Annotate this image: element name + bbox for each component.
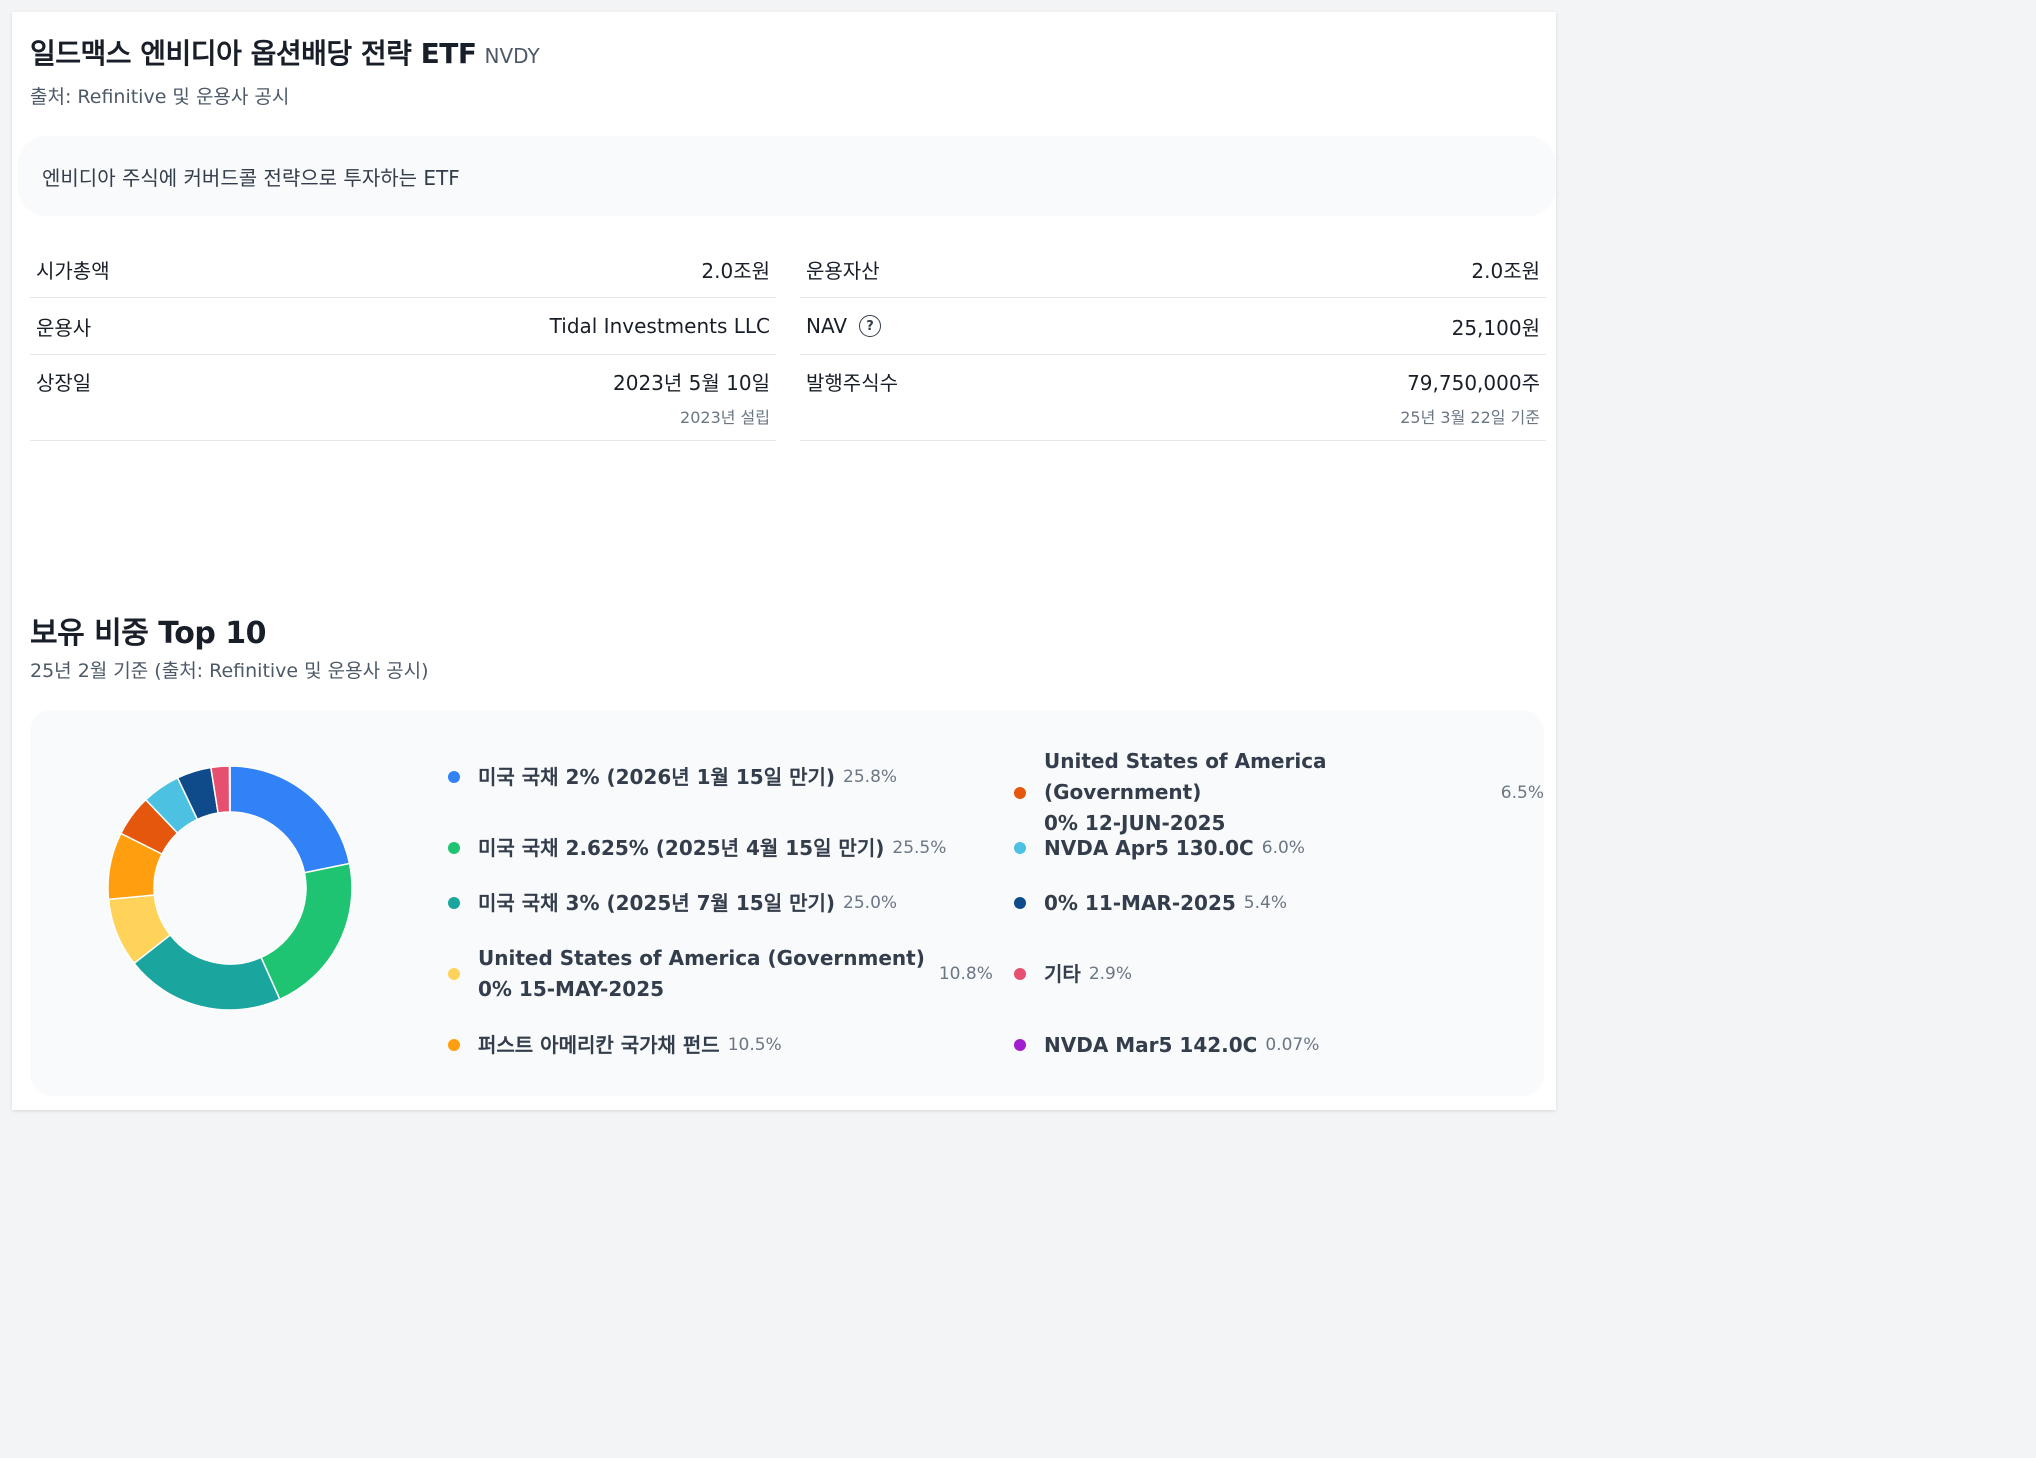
legend-color-dot	[1014, 1039, 1026, 1051]
market-cap-value: 2.0조원	[701, 259, 770, 283]
founding-year: 2023년 설립	[680, 408, 770, 427]
legend-percent: 25.0%	[843, 893, 898, 913]
legend-color-dot	[448, 771, 460, 783]
legend-color-dot	[448, 1039, 460, 1051]
donut-slice[interactable]	[260, 862, 352, 1001]
shares-value: 79,750,000주	[1407, 371, 1540, 395]
info-row-manager: 운용사 Tidal Investments LLC	[30, 298, 776, 355]
donut-slice[interactable]	[229, 766, 351, 874]
etf-title: 일드맥스 엔비디아 옵션배당 전략 ETF	[30, 37, 477, 70]
listing-label: 상장일	[36, 371, 92, 395]
legend-item[interactable]: 미국 국채 3% (2025년 7월 15일 만기) 25.0%	[448, 888, 897, 919]
legend-item[interactable]: 퍼스트 아메리칸 국가채 펀드 10.5%	[448, 1030, 782, 1061]
legend-name-line: 미국 국채 2% (2026년 1월 15일 만기)	[478, 764, 836, 789]
aum-value: 2.0조원	[1471, 259, 1540, 283]
legend-name: 미국 국채 2% (2026년 1월 15일 만기)	[478, 762, 835, 793]
description-box: 엔비디아 주식에 커버드콜 전략으로 투자하는 ETF	[18, 136, 1556, 216]
legend-name: 미국 국채 3% (2025년 7월 15일 만기)	[478, 888, 835, 919]
legend-name-line: NVDA Apr5 130.0C	[1044, 835, 1254, 860]
shares-value-group: 79,750,000주 25년 3월 22일 기준	[1400, 367, 1540, 428]
legend-name: 퍼스트 아메리칸 국가채 펀드	[478, 1030, 720, 1061]
legend-percent: 5.4%	[1243, 893, 1287, 913]
market-cap-label: 시가총액	[36, 259, 110, 283]
legend-percent: 25.5%	[892, 838, 947, 858]
shares-as-of-date: 25년 3월 22일 기준	[1400, 408, 1540, 427]
legend-name: 0% 11-MAR-2025	[1044, 888, 1236, 919]
legend-name-line: 0% 15-MAY-2025	[478, 977, 665, 1001]
legend-item[interactable]: 0% 11-MAR-2025 5.4%	[1014, 888, 1287, 919]
holdings-panel: 미국 국채 2% (2026년 1월 15일 만기) 25.8% 미국 국채 2.6…	[30, 710, 1544, 1096]
legend-percent: 6.5%	[1500, 782, 1544, 803]
legend-color-dot	[1014, 897, 1026, 909]
holdings-title: 보유 비중 Top 10	[30, 616, 267, 651]
legend-percent: 25.8%	[843, 767, 898, 787]
holdings-donut-chart	[108, 766, 352, 1010]
legend-percent: 10.8%	[938, 964, 993, 984]
legend-name-line: NVDA Mar5 142.0C	[1044, 1032, 1258, 1057]
legend-item[interactable]: 미국 국채 2% (2026년 1월 15일 만기) 25.8%	[448, 762, 897, 793]
manager-value: Tidal Investments LLC	[549, 314, 770, 338]
etf-ticker: NVDY	[484, 44, 540, 68]
shares-label: 발행주식수	[806, 371, 898, 395]
legend-item[interactable]: NVDA Apr5 130.0C 6.0%	[1014, 833, 1305, 864]
legend-percent: 2.9%	[1088, 964, 1133, 984]
legend-percent: 10.5%	[727, 1035, 782, 1055]
info-row-shares: 발행주식수 79,750,000주 25년 3월 22일 기준	[800, 355, 1546, 441]
legend-item[interactable]: NVDA Mar5 142.0C 0.07%	[1014, 1030, 1319, 1061]
legend-name-line: 미국 국채 3% (2025년 7월 15일 만기)	[478, 890, 836, 915]
listing-value-group: 2023년 5월 10일 2023년 설립	[613, 367, 770, 428]
etf-description: 엔비디아 주식에 커버드콜 전략으로 투자하는 ETF	[42, 165, 460, 190]
legend-color-dot	[448, 842, 460, 854]
info-row-aum: 운용자산 2.0조원	[800, 242, 1546, 298]
legend-percent: 6.0%	[1261, 838, 1305, 858]
info-column-left: 시가총액 2.0조원 운용사 Tidal Investments LLC 상장일…	[30, 242, 776, 441]
legend-name-line: United States of America (Government)	[478, 946, 925, 970]
legend-name-line: 0% 12-JUN-2025	[1044, 811, 1226, 835]
legend-item[interactable]: United States of America (Government) 0% …	[1014, 746, 1544, 839]
help-icon[interactable]: ?	[859, 315, 882, 337]
legend-color-dot	[1014, 786, 1026, 799]
legend-color-dot	[448, 897, 460, 909]
legend-name: United States of America (Government) 0% …	[1044, 746, 1487, 839]
legend-name-line: 퍼스트 아메리칸 국가채 펀드	[478, 1032, 720, 1057]
legend-name: NVDA Mar5 142.0C	[1044, 1030, 1257, 1061]
info-row-listing: 상장일 2023년 5월 10일 2023년 설립	[30, 355, 776, 441]
info-row-nav: NAV ? 25,100원	[800, 298, 1546, 355]
nav-label: NAV	[806, 314, 848, 338]
legend-color-dot	[448, 968, 460, 980]
legend-name: 미국 국채 2.625% (2025년 4월 15일 만기)	[478, 833, 884, 864]
legend-item[interactable]: 기타 2.9%	[1014, 959, 1132, 990]
legend-item[interactable]: United States of America (Government) 0% …	[448, 943, 993, 1005]
info-column-right: 운용자산 2.0조원 NAV ? 25,100원 발행주식수 79,750,00…	[800, 242, 1546, 441]
legend-name: NVDA Apr5 130.0C	[1044, 833, 1254, 864]
holdings-subtitle: 25년 2월 기준 (출처: Refinitive 및 운용사 공시)	[30, 660, 429, 682]
nav-label-group: NAV ?	[806, 314, 882, 338]
legend-name-line: 0% 11-MAR-2025	[1044, 890, 1236, 915]
data-source: 출처: Refinitive 및 운용사 공시	[30, 86, 290, 108]
legend-item[interactable]: 미국 국채 2.625% (2025년 4월 15일 만기) 25.5%	[448, 833, 946, 864]
nav-value: 25,100원	[1451, 315, 1540, 340]
listing-date: 2023년 5월 10일	[613, 371, 770, 395]
manager-label: 운용사	[36, 315, 92, 340]
legend-name: United States of America (Government) 0% …	[478, 943, 925, 1005]
info-row-market-cap: 시가총액 2.0조원	[30, 242, 776, 298]
legend-name-line: 기타	[1044, 961, 1081, 986]
legend-color-dot	[1014, 968, 1026, 980]
title-row: 일드맥스 엔비디아 옵션배당 전략 ETF NVDY	[30, 32, 540, 72]
etf-info-card: 일드맥스 엔비디아 옵션배당 전략 ETF NVDY 출처: Refinitiv…	[12, 12, 1556, 1110]
legend-percent: 0.07%	[1265, 1035, 1320, 1055]
legend-name: 기타	[1044, 959, 1081, 990]
legend-name-line: 미국 국채 2.625% (2025년 4월 15일 만기)	[478, 835, 885, 860]
aum-label: 운용자산	[806, 259, 880, 283]
legend-name-line: United States of America (Government)	[1044, 749, 1327, 804]
legend-color-dot	[1014, 842, 1026, 854]
